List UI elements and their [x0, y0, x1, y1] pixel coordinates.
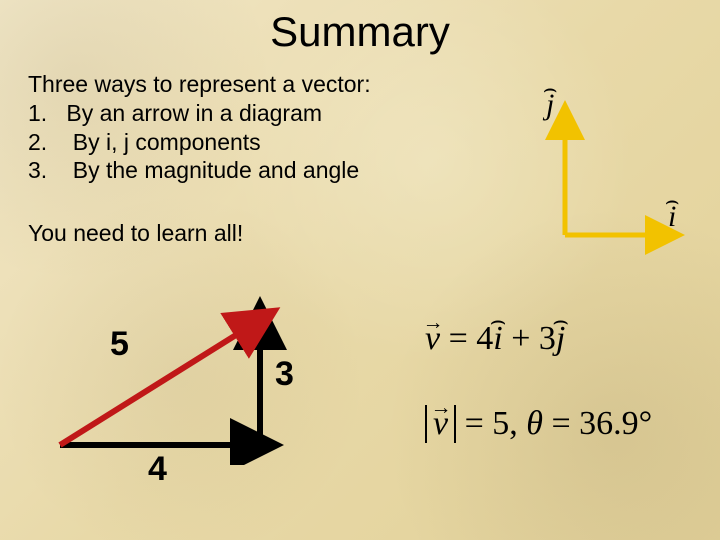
adjacent-label: 4 [148, 450, 167, 489]
j-hat: ⌢j [556, 320, 565, 358]
list-text: By i, j components [73, 129, 261, 155]
degree-symbol: ° [639, 405, 653, 442]
vector-triangle: 5 3 4 [40, 295, 300, 465]
axes-svg [540, 90, 690, 260]
list-text: By an arrow in a diagram [66, 100, 322, 126]
list-num: 3. [28, 157, 47, 183]
hypotenuse-label: 5 [110, 325, 129, 364]
i-hat: ⌢i [493, 320, 502, 358]
list-item: 3. By the magnitude and angle [28, 156, 371, 185]
opposite-label: 3 [275, 355, 294, 394]
j-hat-label: ⌢j [546, 88, 554, 122]
list-item: 1. By an arrow in a diagram [28, 99, 371, 128]
slide: Summary Three ways to represent a vector… [0, 0, 720, 540]
v-vector: →v [425, 320, 440, 358]
unit-vector-axes: ⌢j ⌢i [540, 90, 690, 260]
equation-magnitude-angle: →v = 5, θ = 36.9° [425, 405, 652, 443]
magnitude-value: 5 [492, 405, 509, 442]
page-title: Summary [0, 8, 720, 56]
learn-line: You need to learn all! [28, 220, 243, 247]
list-item: 2. By i, j components [28, 128, 371, 157]
angle-value: 36.9 [579, 405, 639, 442]
theta-symbol: θ [526, 405, 543, 442]
triangle-svg [40, 295, 300, 465]
list-text: By the magnitude and angle [73, 157, 359, 183]
abs-v: →v [425, 405, 456, 443]
equation-components: →v = 4⌢i + 3⌢j [425, 320, 565, 358]
list-num: 1. [28, 100, 47, 126]
hypotenuse [60, 320, 260, 445]
intro-line: Three ways to represent a vector: [28, 70, 371, 99]
list-num: 2. [28, 129, 47, 155]
i-hat-label: ⌢i [668, 200, 676, 234]
body-text: Three ways to represent a vector: 1. By … [28, 70, 371, 185]
